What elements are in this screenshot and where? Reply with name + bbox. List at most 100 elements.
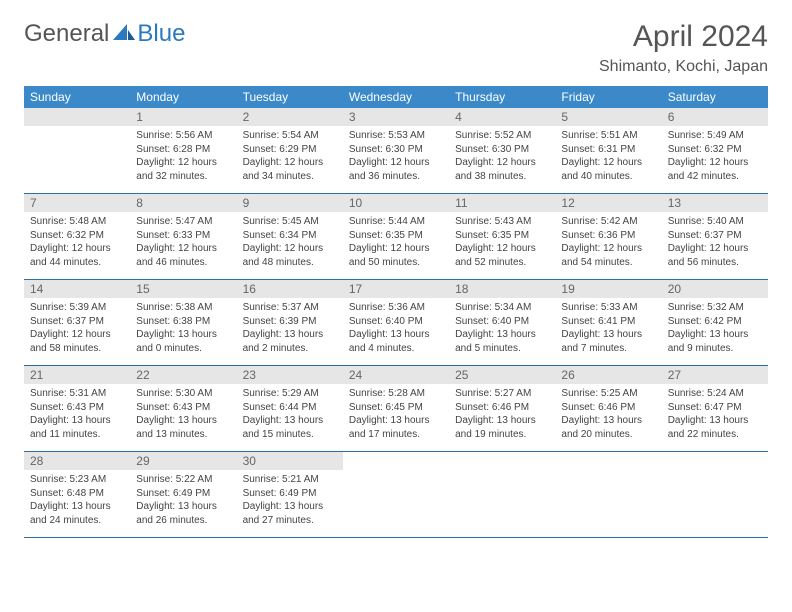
daylight-text: Daylight: 13 hours and 13 minutes. <box>136 414 230 441</box>
sunrise-text: Sunrise: 5:43 AM <box>455 215 549 229</box>
daylight-text: Daylight: 12 hours and 46 minutes. <box>136 242 230 269</box>
sunset-text: Sunset: 6:30 PM <box>349 143 443 157</box>
day-number: 7 <box>24 194 130 212</box>
daylight-text: Daylight: 13 hours and 2 minutes. <box>243 328 337 355</box>
day-number: 13 <box>662 194 768 212</box>
day-number: 26 <box>555 366 661 384</box>
calendar-day-cell: 17Sunrise: 5:36 AMSunset: 6:40 PMDayligh… <box>343 280 449 366</box>
daylight-text: Daylight: 12 hours and 44 minutes. <box>30 242 124 269</box>
sunset-text: Sunset: 6:37 PM <box>668 229 762 243</box>
sunrise-text: Sunrise: 5:37 AM <box>243 301 337 315</box>
sunset-text: Sunset: 6:43 PM <box>136 401 230 415</box>
daylight-text: Daylight: 13 hours and 27 minutes. <box>243 500 337 527</box>
day-number: 3 <box>343 108 449 126</box>
calendar-empty-cell <box>343 452 449 538</box>
calendar-day-cell: 3Sunrise: 5:53 AMSunset: 6:30 PMDaylight… <box>343 108 449 194</box>
sunrise-text: Sunrise: 5:21 AM <box>243 473 337 487</box>
sunset-text: Sunset: 6:29 PM <box>243 143 337 157</box>
daylight-text: Daylight: 12 hours and 34 minutes. <box>243 156 337 183</box>
sunset-text: Sunset: 6:40 PM <box>349 315 443 329</box>
sunset-text: Sunset: 6:49 PM <box>136 487 230 501</box>
day-body: Sunrise: 5:25 AMSunset: 6:46 PMDaylight:… <box>555 384 661 451</box>
sunset-text: Sunset: 6:34 PM <box>243 229 337 243</box>
sunset-text: Sunset: 6:45 PM <box>349 401 443 415</box>
day-body: Sunrise: 5:42 AMSunset: 6:36 PMDaylight:… <box>555 212 661 279</box>
calendar-day-cell: 12Sunrise: 5:42 AMSunset: 6:36 PMDayligh… <box>555 194 661 280</box>
day-number: 8 <box>130 194 236 212</box>
sunrise-text: Sunrise: 5:56 AM <box>136 129 230 143</box>
day-number: 15 <box>130 280 236 298</box>
calendar-day-cell: 30 Sunrise: 5:21 AMSunset: 6:49 PMDayligh… <box>237 452 343 538</box>
daylight-text: Daylight: 13 hours and 5 minutes. <box>455 328 549 355</box>
sunrise-text: Sunrise: 5:52 AM <box>455 129 549 143</box>
calendar-day-cell: 5 Sunrise: 5:51 AMSunset: 6:31 PMDaylight… <box>555 108 661 194</box>
sunset-text: Sunset: 6:35 PM <box>455 229 549 243</box>
sunset-text: Sunset: 6:39 PM <box>243 315 337 329</box>
sunrise-text: Sunrise: 5:51 AM <box>561 129 655 143</box>
sunrise-text: Sunrise: 5:32 AM <box>668 301 762 315</box>
calendar-empty-cell <box>24 108 130 194</box>
calendar-empty-cell <box>662 452 768 538</box>
day-body: Sunrise: 5:52 AMSunset: 6:30 PMDaylight:… <box>449 126 555 193</box>
calendar-empty-cell <box>555 452 661 538</box>
calendar-week-row: 7Sunrise: 5:48 AMSunset: 6:32 PMDaylight… <box>24 194 768 280</box>
sunrise-text: Sunrise: 5:48 AM <box>30 215 124 229</box>
sunset-text: Sunset: 6:47 PM <box>668 401 762 415</box>
day-body: Sunrise: 5:22 AMSunset: 6:49 PMDaylight:… <box>130 470 236 537</box>
logo-text-blue: Blue <box>137 20 185 48</box>
sunrise-text: Sunrise: 5:45 AM <box>243 215 337 229</box>
logo-text-general: General <box>24 20 109 48</box>
daylight-text: Daylight: 12 hours and 40 minutes. <box>561 156 655 183</box>
day-body: Sunrise: 5:32 AMSunset: 6:42 PMDaylight:… <box>662 298 768 365</box>
daylight-text: Daylight: 13 hours and 15 minutes. <box>243 414 337 441</box>
day-body: Sunrise: 5:30 AMSunset: 6:43 PMDaylight:… <box>130 384 236 451</box>
day-number: 1 <box>130 108 236 126</box>
sunset-text: Sunset: 6:40 PM <box>455 315 549 329</box>
daylight-text: Daylight: 13 hours and 19 minutes. <box>455 414 549 441</box>
sunrise-text: Sunrise: 5:34 AM <box>455 301 549 315</box>
day-number: 27 <box>662 366 768 384</box>
weekday-header: Sunday <box>24 86 130 108</box>
daylight-text: Daylight: 13 hours and 20 minutes. <box>561 414 655 441</box>
day-number: 14 <box>24 280 130 298</box>
day-number: 28 <box>24 452 130 470</box>
calendar-day-cell: 14Sunrise: 5:39 AMSunset: 6:37 PMDayligh… <box>24 280 130 366</box>
sunrise-text: Sunrise: 5:53 AM <box>349 129 443 143</box>
day-body: Sunrise: 5:36 AMSunset: 6:40 PMDaylight:… <box>343 298 449 365</box>
sunset-text: Sunset: 6:31 PM <box>561 143 655 157</box>
day-number: 16 <box>237 280 343 298</box>
sunset-text: Sunset: 6:35 PM <box>349 229 443 243</box>
sunset-text: Sunset: 6:28 PM <box>136 143 230 157</box>
sunrise-text: Sunrise: 5:47 AM <box>136 215 230 229</box>
day-number: 6 <box>662 108 768 126</box>
sunset-text: Sunset: 6:30 PM <box>455 143 549 157</box>
sunset-text: Sunset: 6:41 PM <box>561 315 655 329</box>
day-body: Sunrise: 5:49 AMSunset: 6:32 PMDaylight:… <box>662 126 768 193</box>
day-body: Sunrise: 5:43 AMSunset: 6:35 PMDaylight:… <box>449 212 555 279</box>
calendar-day-cell: 9Sunrise: 5:45 AMSunset: 6:34 PMDaylight… <box>237 194 343 280</box>
day-number: 4 <box>449 108 555 126</box>
daylight-text: Daylight: 12 hours and 38 minutes. <box>455 156 549 183</box>
day-number: 12 <box>555 194 661 212</box>
calendar-day-cell: 8Sunrise: 5:47 AMSunset: 6:33 PMDaylight… <box>130 194 236 280</box>
day-number: 30 <box>237 452 343 470</box>
day-body: Sunrise: 5:56 AMSunset: 6:28 PMDaylight:… <box>130 126 236 193</box>
calendar-day-cell: 19Sunrise: 5:33 AMSunset: 6:41 PMDayligh… <box>555 280 661 366</box>
sunrise-text: Sunrise: 5:36 AM <box>349 301 443 315</box>
sunset-text: Sunset: 6:46 PM <box>561 401 655 415</box>
day-body: Sunrise: 5:54 AMSunset: 6:29 PMDaylight:… <box>237 126 343 193</box>
daylight-text: Daylight: 13 hours and 24 minutes. <box>30 500 124 527</box>
day-body: Sunrise: 5:33 AMSunset: 6:41 PMDaylight:… <box>555 298 661 365</box>
logo: General Blue <box>24 20 185 48</box>
day-number: 9 <box>237 194 343 212</box>
calendar-day-cell: 4Sunrise: 5:52 AMSunset: 6:30 PMDaylight… <box>449 108 555 194</box>
calendar-day-cell: 26Sunrise: 5:25 AMSunset: 6:46 PMDayligh… <box>555 366 661 452</box>
day-number: 5 <box>555 108 661 126</box>
calendar-day-cell: 25Sunrise: 5:27 AMSunset: 6:46 PMDayligh… <box>449 366 555 452</box>
weekday-header: Thursday <box>449 86 555 108</box>
day-body: Sunrise: 5:45 AMSunset: 6:34 PMDaylight:… <box>237 212 343 279</box>
daylight-text: Daylight: 12 hours and 48 minutes. <box>243 242 337 269</box>
sunset-text: Sunset: 6:49 PM <box>243 487 337 501</box>
calendar-day-cell: 2Sunrise: 5:54 AMSunset: 6:29 PMDaylight… <box>237 108 343 194</box>
day-body: Sunrise: 5:39 AMSunset: 6:37 PMDaylight:… <box>24 298 130 365</box>
